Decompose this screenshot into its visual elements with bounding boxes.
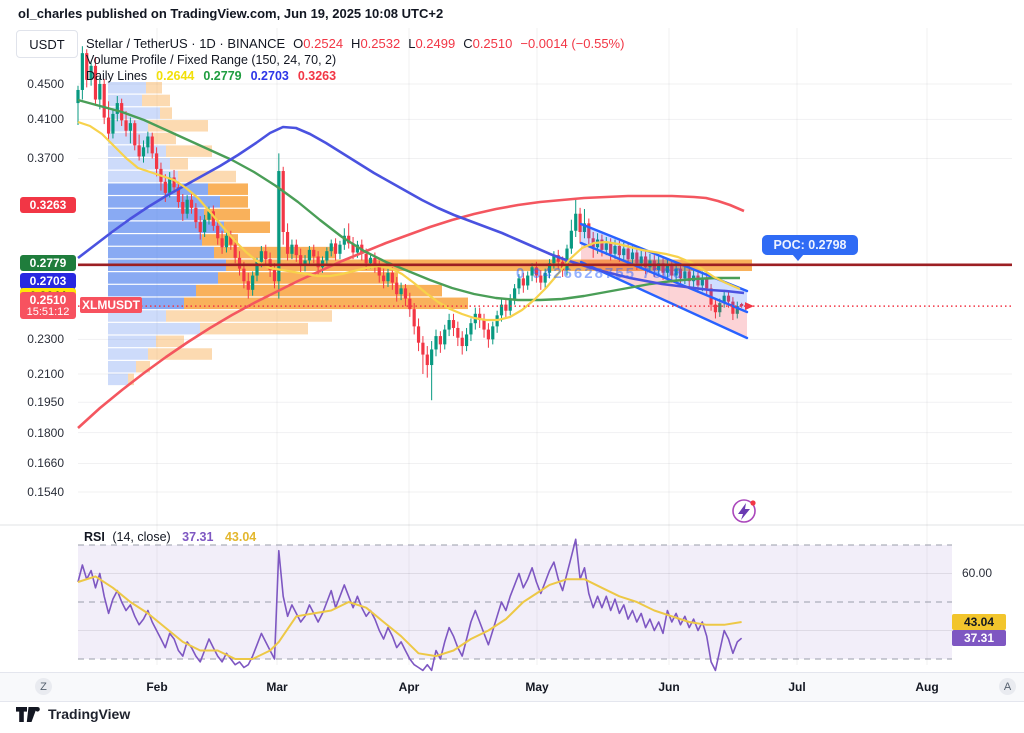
daily-lines-label: Daily Lines	[86, 69, 148, 83]
price-level-badge: 0.2510 15:51:12	[20, 291, 76, 319]
rsi-legend[interactable]: RSI (14, close) 37.31 43.04	[84, 530, 256, 544]
daily-lines-legend[interactable]: Daily Lines 0.2644 0.2779 0.2703 0.3263	[86, 69, 336, 83]
daily-line-value: 0.2703	[250, 69, 289, 83]
month-label: May	[525, 680, 549, 694]
poc-callout-pointer-icon	[792, 253, 804, 261]
timezone-button[interactable]: Z	[35, 678, 52, 695]
ma-blue-line	[77, 125, 745, 295]
tradingview-logo-icon	[16, 706, 40, 722]
month-label: Mar	[266, 680, 288, 694]
ohlc-value: 0.2499	[415, 36, 456, 51]
price-axis[interactable]: 0.4500 0.4100 0.3700 0.2300 0.2100 0.1950 0.18…	[0, 0, 78, 672]
symbol-title[interactable]: Stellar / TetherUS · 1D · BINANCE	[86, 36, 286, 51]
daily-line-value: 0.3263	[297, 69, 337, 83]
rsi-panel-background	[78, 544, 952, 660]
month-label: Aug	[915, 680, 939, 694]
price-tick-label: 0.4100	[27, 112, 64, 127]
price-tick-label: 0.4500	[27, 77, 64, 91]
rsi-name: RSI	[84, 530, 105, 544]
month-label: Jul	[788, 680, 806, 694]
rsi-current-value: 37.31	[182, 530, 214, 544]
daily-line-value: 0.2644	[156, 69, 195, 83]
price-tick-label: 0.2100	[27, 366, 64, 381]
price-tick-label: 0.1660	[27, 456, 64, 471]
month-label: Apr	[398, 680, 420, 694]
change-value: −0.0014 (−0.55%)	[520, 36, 625, 51]
footer-brand[interactable]: TradingView	[16, 706, 130, 722]
candlestick-series	[76, 46, 744, 401]
ma-red-line	[77, 194, 745, 429]
publish-note: ol_charles published on TradingView.com,…	[18, 6, 444, 21]
poc-callout[interactable]: POC: 0.2798	[762, 234, 858, 255]
ohlc-value: 0.2532	[360, 36, 401, 51]
rsi-ma-line	[77, 575, 742, 660]
price-tick-label: 0.1950	[27, 395, 64, 410]
price-tick-label: 0.3700	[27, 151, 64, 166]
gridlines	[0, 28, 1024, 665]
lightning-mode-button[interactable]	[732, 499, 756, 523]
ohlc-key: H	[351, 36, 361, 51]
currency-toggle-button[interactable]: USDT	[16, 30, 78, 58]
price-tick-label: 0.2300	[27, 332, 64, 347]
watermark-text: 0 9426628755 7808	[516, 265, 684, 282]
brand-name: TradingView	[48, 706, 131, 722]
daily-lines-values: 0.2644 0.2779 0.2703 0.3263	[147, 69, 336, 83]
price-level-badge: 0.2703	[20, 272, 76, 289]
ma-yellow-line	[77, 120, 741, 322]
rsi-ma-value: 43.04	[224, 530, 257, 544]
time-axis-toolbar[interactable]	[0, 672, 1024, 702]
ohlc-value: 0.2510	[472, 36, 513, 51]
rsi-ma-axis-badge: 43.04	[952, 613, 1006, 630]
rsi-value-axis-badge: 37.31	[952, 630, 1006, 647]
ma-green-line	[77, 98, 740, 302]
ohlc-values: O0.2524 H0.2532 L0.2499 C0.2510	[285, 36, 512, 51]
auto-scale-button[interactable]: A	[999, 678, 1016, 695]
last-price-arrow-icon	[745, 302, 754, 311]
price-level-badge: 0.3263	[20, 197, 76, 214]
ohlc-value: 0.2524	[303, 36, 344, 51]
month-label: Feb	[146, 680, 168, 694]
price-level-badge: 0.2779	[20, 255, 76, 272]
daily-line-value: 0.2779	[203, 69, 242, 83]
price-line-symbol-tag: XLMUSDT	[80, 297, 142, 314]
rsi-level-60-label: 60.00	[962, 565, 993, 580]
ohlc-key: O	[293, 36, 304, 51]
volume-profile-legend[interactable]: Volume Profile / Fixed Range (150, 24, 7…	[86, 53, 337, 67]
month-label: Jun	[658, 680, 680, 694]
price-tick-label: 0.1540	[27, 485, 64, 499]
ohlc-key: L	[408, 36, 416, 51]
price-tick-label: 0.1800	[27, 425, 64, 440]
symbol-title-row: Stellar / TetherUS · 1D · BINANCE O0.2524…	[86, 36, 624, 51]
rsi-params: (14, close)	[112, 530, 171, 544]
ohlc-key: C	[463, 36, 473, 51]
